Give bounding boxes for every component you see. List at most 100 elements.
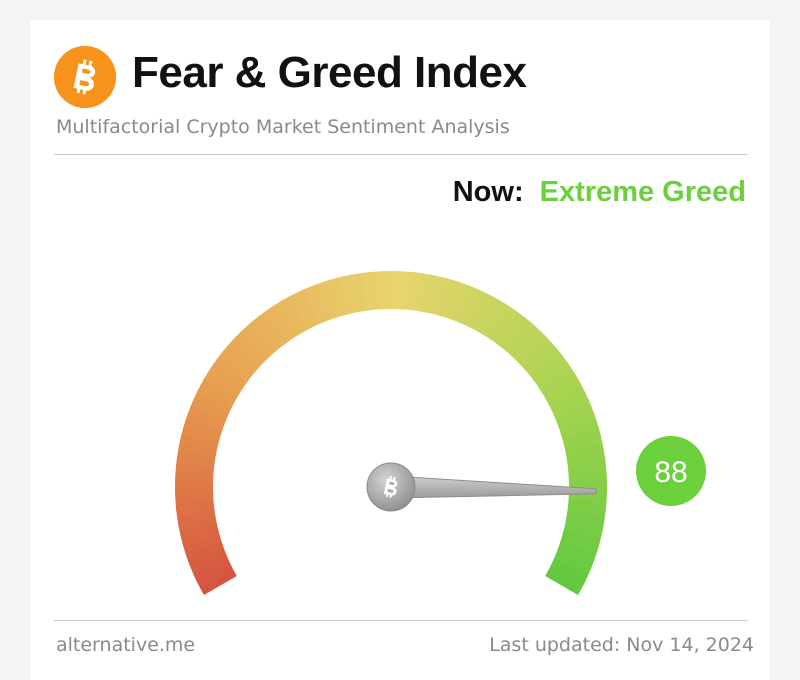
gauge-arc-segment [324,279,343,318]
gauge-arc-segment [203,371,241,398]
gauge-arc-segment [252,316,283,351]
gauge-arc-segment [541,372,579,399]
header-divider [54,154,748,155]
gauge-arc-segment [188,405,227,427]
gauge-arc-segment [562,427,601,445]
gauge-arc-segment [225,341,260,373]
gauge-arc-segment [553,399,592,422]
gauge-arc-segment [264,307,293,343]
gauge-arc-segment [310,283,331,322]
gauge-arc-segment [346,274,362,313]
gauge-arc-segment [557,542,597,562]
gauge-arc-segment [523,342,558,374]
gauge-arc-segment [317,281,337,320]
gauge-arc-segment [446,281,466,321]
gauge-arc-segment [474,296,500,334]
now-value: Extreme Greed [539,176,746,208]
gauge-arc-segment [283,295,309,333]
gauge-arc-segment [463,289,487,328]
gauge-arc-segment [276,299,303,337]
gauge-arc-segment [434,277,452,317]
gauge-value: 88 [654,456,687,489]
gauge-arc-segment [181,426,221,444]
gauge-arc-segment [383,271,393,310]
gauge-arc-segment [421,274,438,314]
gauge-arc-segment [548,385,586,410]
gauge-arc-segment [177,448,216,463]
gauge-arc-segment [391,271,400,310]
gauge-arc-segment [568,471,607,482]
gauge-arc-segment [500,316,531,352]
bitcoin-logo-icon [54,46,116,108]
gauge-needle [390,475,597,499]
gauge-arc-segment [560,420,599,439]
gauge-arc-segment [375,271,386,310]
sentiment-gauge: 88 [175,271,706,595]
current-sentiment: Now: Extreme Greed [453,176,746,209]
gauge-arc-segment [564,517,604,534]
gauge-arc-segment [566,449,606,464]
gauge-arc-segment [270,303,298,340]
gauge-arc-segment [216,353,252,383]
gauge-arc-segment [178,516,217,532]
gauge-arc-segment [559,536,599,555]
gauge-arc-segment [289,292,314,330]
gauge-arc-segment [200,378,238,404]
last-updated: Last updated: Nov 14, 2024 [489,634,754,656]
gauge-arc-segment [353,272,368,312]
gauge-arc-segment [190,398,229,421]
gauge-arc-segment [183,419,223,438]
gauge-arc-segment [176,455,215,469]
gauge-arc-segment [175,492,214,503]
gauge-arc-segment [531,354,567,384]
gauge-arc-segment [199,569,237,595]
gauge-arc-segment [207,365,244,393]
gauge-arc-segment [568,479,607,489]
gauge-arc-segment [553,553,592,576]
gauge-arc-segment [179,523,219,540]
gauge-arc-segment [563,434,603,451]
gauge-arc [175,271,607,595]
gauge-arc-segment [566,511,605,526]
gauge-arc-segment [258,311,288,347]
gauge-arc-segment [510,326,542,360]
gauge-arc-segment [563,524,603,541]
gauge-arc-segment [519,336,553,369]
gauge-arc-segment [175,463,215,475]
gauge-arc-segment [495,312,525,348]
gauge-arc-segment [535,360,571,389]
gauge-arc-segment [181,529,220,547]
gauge-arc-segment [193,391,232,415]
gauge-arc-segment [558,413,597,433]
source-link[interactable]: alternative.me [56,634,196,656]
page-subtitle: Multifactorial Crypto Market Sentiment A… [56,116,510,138]
gauge-arc-segment [176,510,216,525]
gauge-arc-segment [567,505,606,519]
gauge-arc-segment [185,412,225,432]
gauge-arc-segment [547,565,586,590]
gauge-arc-segment [338,275,355,315]
gauge-arc-segment [235,330,269,364]
gauge-arc-segment [220,347,256,378]
gauge-arc-segment [567,499,607,511]
gauge-arc-segment [303,286,326,325]
value-badge: 88 [636,436,706,506]
gauge-arc-segment [428,275,445,315]
gauge-arc-segment [555,547,594,569]
gauge-arc-segment [415,273,430,312]
gauge-arc-segment [457,286,480,325]
gauge-arc-segment [480,299,507,337]
gauge-arc-segment [230,336,264,368]
needle-hub-bitcoin-icon [366,462,416,512]
gauge-arc-segment [175,485,214,495]
gauge-arc-segment [331,277,349,316]
gauge-arc-segment [485,303,513,340]
gauge-arc-segment [556,406,595,427]
gauge-arc-segment [246,320,278,355]
gauge-arc-segment [187,547,226,568]
gauge-arc-segment [409,272,423,311]
gauge-arc-segment [550,559,589,583]
gauge-arc-segment [193,558,232,582]
gauge-arc-segment [550,392,589,416]
gauge-arc-segment [490,307,519,344]
